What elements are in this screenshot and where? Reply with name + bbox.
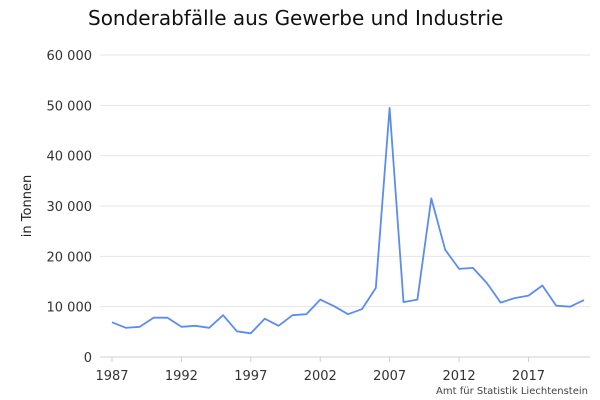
data-point bbox=[138, 325, 142, 329]
data-point bbox=[443, 248, 447, 252]
x-tick-label: 2012 bbox=[443, 369, 476, 384]
data-point bbox=[485, 281, 489, 285]
x-tick-label: 2017 bbox=[512, 369, 545, 384]
data-point bbox=[374, 286, 378, 290]
data-point bbox=[277, 324, 281, 328]
y-tick-label: 20 000 bbox=[47, 250, 93, 265]
data-point bbox=[360, 307, 364, 311]
data-point bbox=[179, 325, 183, 329]
series-line bbox=[111, 107, 585, 335]
data-point bbox=[152, 316, 156, 320]
x-tick-label: 1987 bbox=[95, 369, 128, 384]
data-point bbox=[429, 196, 433, 200]
x-tick-label: 1992 bbox=[165, 369, 198, 384]
data-point bbox=[304, 312, 308, 316]
data-point bbox=[110, 320, 114, 324]
source-label: Amt für Statistik Liechtenstein bbox=[436, 386, 588, 397]
data-point bbox=[207, 326, 211, 330]
chart-title: Sonderabfälle aus Gewerbe und Industrie bbox=[88, 6, 504, 30]
data-point bbox=[388, 106, 392, 110]
data-point bbox=[527, 294, 531, 298]
x-tick-label: 2002 bbox=[304, 369, 337, 384]
data-point bbox=[249, 331, 253, 335]
data-points bbox=[110, 106, 586, 335]
x-axis-ticks: 1987 1992 1997 2002 2007 2012 2017 bbox=[95, 357, 545, 384]
data-point bbox=[513, 296, 517, 300]
data-point bbox=[402, 300, 406, 304]
grid-layer bbox=[100, 54, 590, 308]
y-tick-label: 50 000 bbox=[47, 99, 93, 114]
data-point bbox=[471, 266, 475, 270]
data-point bbox=[582, 298, 586, 302]
data-point bbox=[193, 324, 197, 328]
data-point bbox=[263, 317, 267, 321]
y-axis-title: in Tonnen bbox=[20, 175, 35, 237]
data-point bbox=[554, 304, 558, 308]
y-tick-label: 60 000 bbox=[47, 49, 93, 64]
data-point bbox=[415, 298, 419, 302]
x-tick-label: 1997 bbox=[234, 369, 267, 384]
x-tick-label: 2007 bbox=[373, 369, 406, 384]
data-point bbox=[318, 298, 322, 302]
data-point bbox=[291, 313, 295, 317]
y-tick-label: 10 000 bbox=[47, 301, 93, 316]
data-point bbox=[499, 301, 503, 305]
data-point bbox=[457, 267, 461, 271]
data-point bbox=[166, 316, 170, 320]
data-point bbox=[221, 313, 225, 317]
y-tick-label: 0 bbox=[84, 351, 92, 366]
data-point bbox=[124, 326, 128, 330]
data-point bbox=[332, 304, 336, 308]
y-tick-label: 40 000 bbox=[47, 150, 93, 165]
data-point bbox=[346, 312, 350, 316]
data-point bbox=[235, 329, 239, 333]
y-axis-ticks: 0 10 000 20 000 30 000 40 000 50 000 60 000 bbox=[47, 49, 93, 366]
data-point bbox=[540, 284, 544, 288]
data-point bbox=[568, 305, 572, 309]
y-tick-label: 30 000 bbox=[47, 200, 93, 215]
